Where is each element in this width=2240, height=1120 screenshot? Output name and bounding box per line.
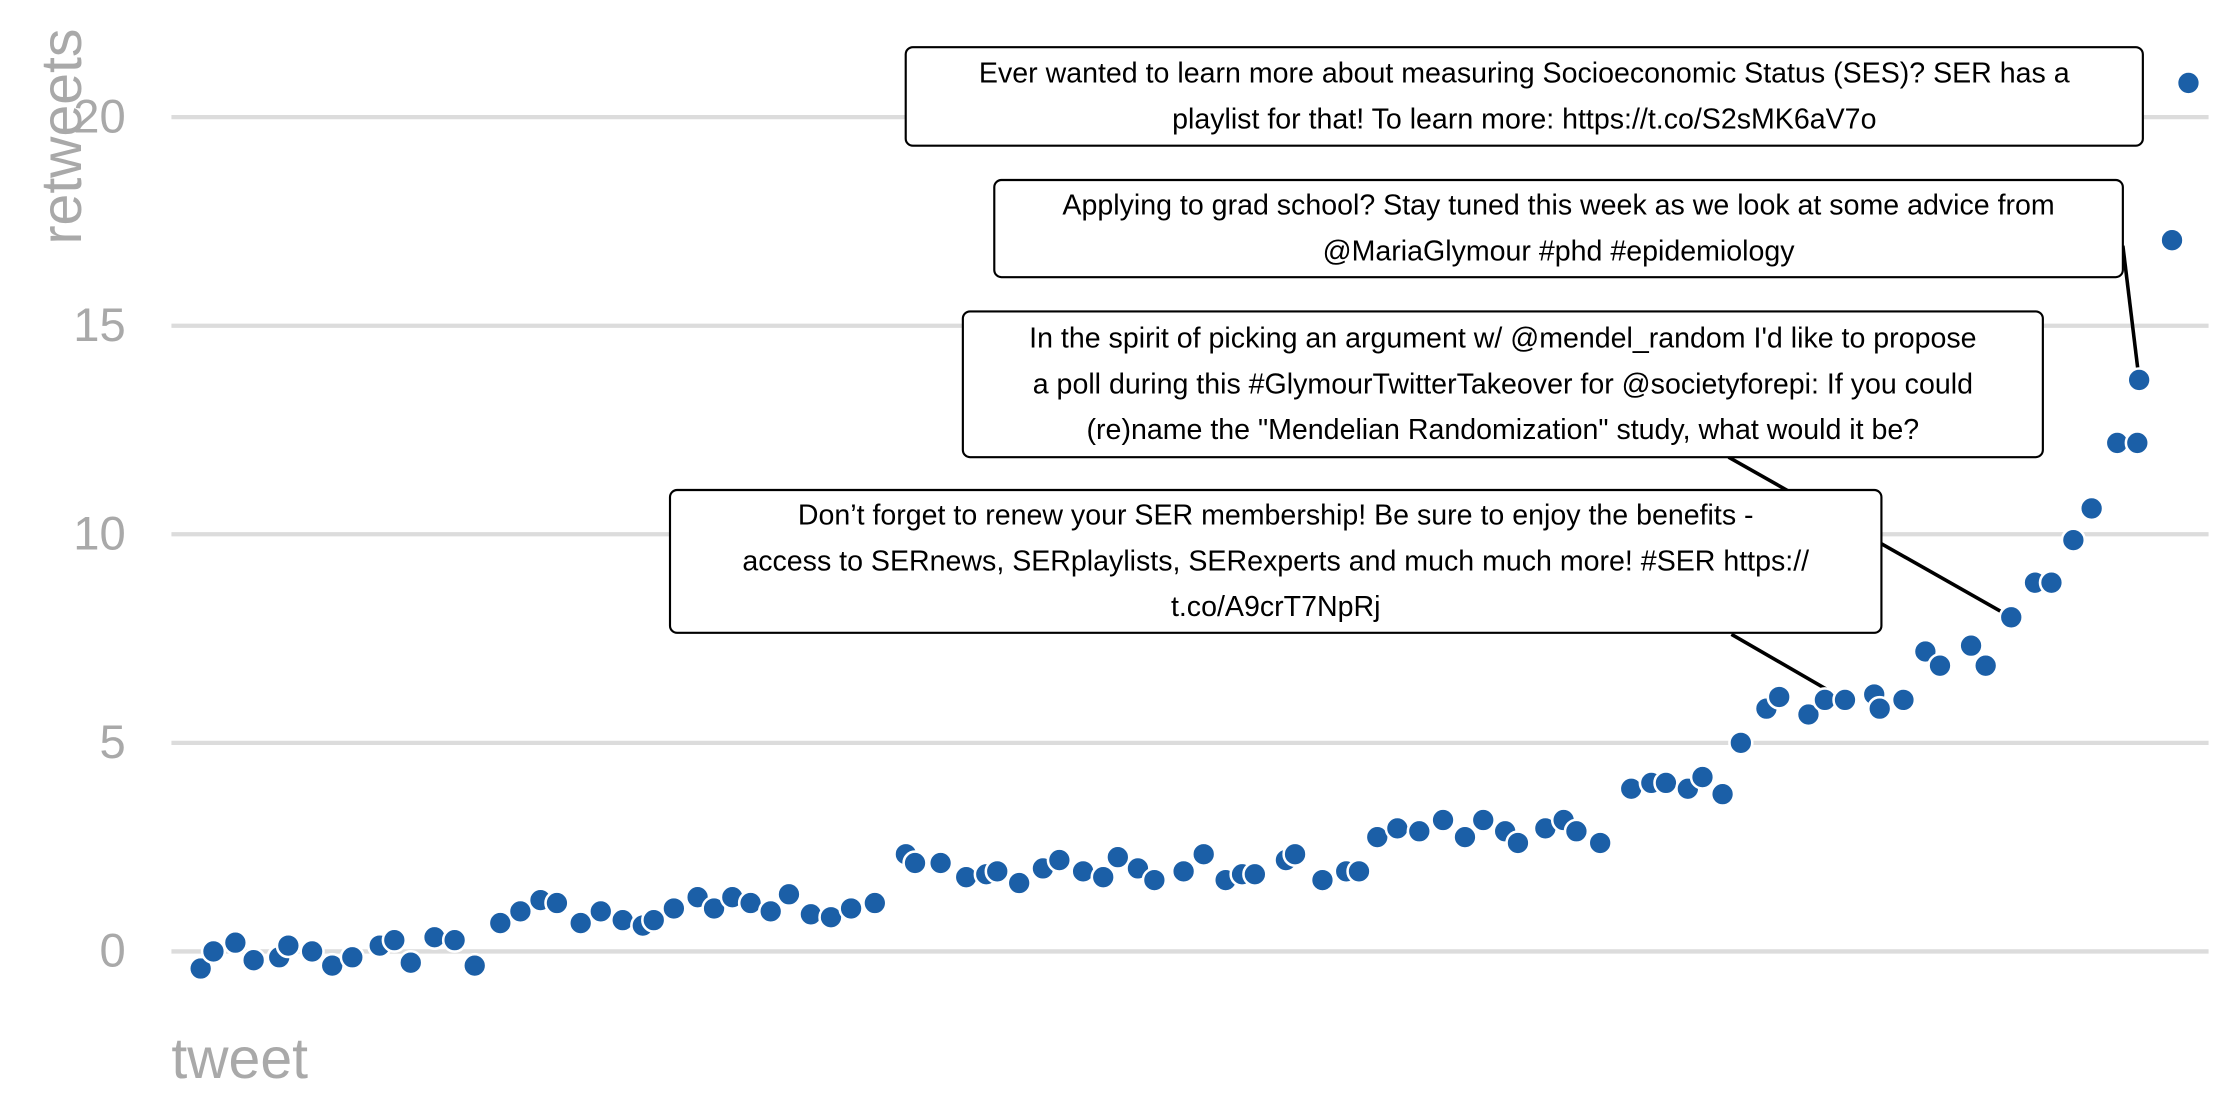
point	[1090, 864, 1116, 890]
point	[1282, 841, 1308, 867]
point	[838, 895, 864, 922]
annotation-box	[961, 310, 2044, 459]
point	[1972, 652, 1999, 679]
leader-line	[2121, 245, 2141, 381]
point	[187, 955, 214, 982]
point	[2159, 227, 2185, 253]
point	[1866, 695, 1893, 722]
annotation-text: playlist for that! To learn more: https:…	[1172, 103, 1876, 135]
annotation-text: In the spirit of picking an argument w/ …	[1029, 323, 1976, 355]
point	[1653, 770, 1679, 796]
y-tick-label: 20	[73, 89, 125, 142]
annotation-text: @MariaGlymour #phd #epidemiology	[1323, 235, 1796, 267]
point	[2175, 70, 2202, 96]
point	[701, 895, 727, 922]
point	[462, 952, 488, 979]
point	[2078, 495, 2105, 522]
point	[2038, 569, 2065, 596]
point	[544, 890, 570, 916]
annotation-text: Don’t forget to renew your SER membershi…	[798, 500, 1754, 532]
point	[1346, 858, 1372, 885]
point	[588, 898, 614, 925]
annotation-text: Ever wanted to learn more about measurin…	[979, 58, 2070, 90]
point	[1563, 818, 1590, 845]
y-tick-label: 10	[73, 507, 125, 560]
point	[776, 881, 802, 907]
y-tick-label: 5	[99, 715, 125, 768]
point	[275, 932, 302, 959]
point	[1141, 867, 1168, 893]
point	[1309, 867, 1336, 893]
point	[200, 938, 227, 965]
y-tick-label: 0	[99, 924, 125, 977]
point	[1587, 830, 1613, 856]
point	[299, 938, 325, 965]
point	[1406, 818, 1433, 845]
point	[1832, 687, 1858, 713]
point	[487, 910, 514, 936]
annotation-box	[904, 46, 2144, 147]
point	[1728, 730, 1754, 756]
point	[1470, 807, 1496, 833]
point	[339, 944, 366, 970]
point	[862, 890, 888, 916]
point	[240, 947, 267, 973]
point	[1927, 652, 1953, 679]
point	[1430, 807, 1456, 833]
point	[222, 929, 249, 956]
point	[1452, 824, 1478, 850]
point	[984, 858, 1010, 885]
y-axis-label: retweets	[30, 29, 94, 245]
point	[1190, 841, 1217, 867]
point	[1709, 781, 1736, 807]
annotation-text: t.co/A9crT7NpRj	[1171, 591, 1381, 623]
point	[567, 910, 594, 936]
point	[1384, 815, 1411, 842]
point	[441, 927, 468, 953]
point	[641, 907, 667, 933]
point	[2124, 430, 2151, 456]
point	[1890, 687, 1917, 713]
point	[1105, 844, 1131, 870]
point	[1958, 632, 1984, 659]
annotation-text: (re)name the "Mendelian Randomization" s…	[1087, 414, 1920, 446]
annotation-text: a poll during this #GlymourTwitterTakeov…	[1033, 368, 1973, 400]
point	[927, 850, 954, 876]
point	[1766, 684, 1792, 710]
point	[1046, 847, 1073, 873]
x-axis-label: tweet	[171, 1027, 308, 1091]
point	[2126, 367, 2152, 393]
point	[507, 898, 534, 925]
annotation-text: access to SERnews, SERplaylists, SERexpe…	[742, 545, 1809, 577]
point	[2060, 527, 2087, 553]
annotation-text: Applying to grad school? Stay tuned this…	[1062, 190, 2054, 222]
point	[1689, 764, 1716, 790]
point	[902, 850, 928, 876]
point	[1795, 701, 1822, 728]
point	[1006, 870, 1032, 896]
point	[398, 949, 424, 976]
point	[1242, 861, 1268, 887]
point	[1998, 604, 2024, 631]
point	[1170, 858, 1197, 885]
annotation-box	[993, 178, 2124, 279]
y-tick-label: 15	[73, 298, 125, 351]
point	[381, 927, 408, 953]
point	[661, 895, 687, 922]
point	[757, 898, 784, 925]
annotation-box	[668, 488, 1883, 634]
point	[1505, 830, 1531, 856]
